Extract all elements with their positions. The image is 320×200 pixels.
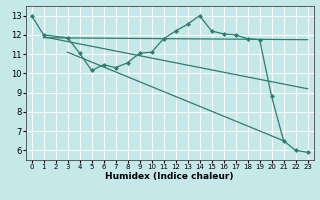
X-axis label: Humidex (Indice chaleur): Humidex (Indice chaleur)	[105, 172, 234, 181]
